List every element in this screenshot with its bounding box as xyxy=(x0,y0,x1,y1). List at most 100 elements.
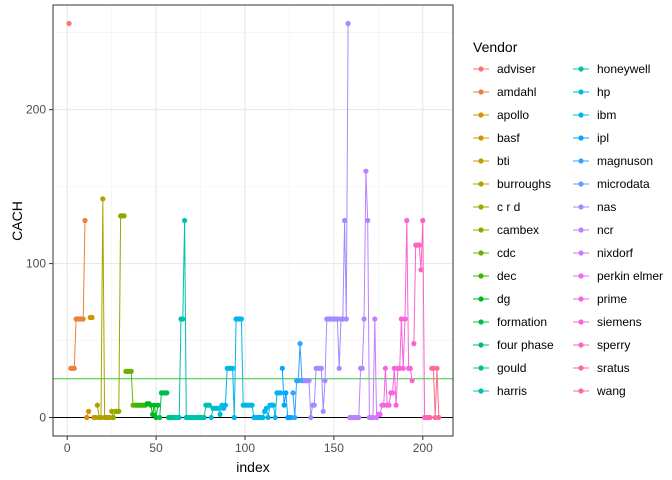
legend-key-point xyxy=(578,273,584,279)
data-point xyxy=(320,408,326,414)
series-siemens xyxy=(390,217,415,408)
y-tick-label: 200 xyxy=(26,103,46,117)
legend-label: adviser xyxy=(497,62,536,76)
data-point xyxy=(386,402,392,408)
data-point xyxy=(372,316,378,322)
legend-key-point xyxy=(478,388,484,394)
legend-item-sperry: sperry xyxy=(573,338,630,352)
legend-key-point xyxy=(578,135,584,141)
series-c-r-d xyxy=(109,408,118,421)
legend-key-point xyxy=(578,296,584,302)
data-point xyxy=(265,414,271,421)
legend-key-point xyxy=(478,181,484,187)
legend-label: magnuson xyxy=(597,154,653,168)
data-point xyxy=(150,411,156,417)
data-point xyxy=(164,390,170,396)
data-point xyxy=(272,414,278,421)
data-point xyxy=(356,414,362,421)
data-point xyxy=(400,365,406,371)
data-point xyxy=(336,365,342,371)
legend-label: apollo xyxy=(497,108,529,122)
data-point xyxy=(153,414,159,421)
data-point xyxy=(334,316,340,322)
legend-item-dg: dg xyxy=(473,292,510,306)
data-point xyxy=(86,408,92,414)
plot-panel-border xyxy=(52,4,454,437)
data-point xyxy=(363,168,369,174)
legend-key-point xyxy=(478,89,484,95)
series-hp xyxy=(208,402,225,421)
legend-key-point xyxy=(478,296,484,302)
legend-label: wang xyxy=(596,384,626,398)
data-point xyxy=(110,414,116,421)
series-sratus xyxy=(427,414,433,421)
series-apollo xyxy=(84,408,92,421)
data-point xyxy=(343,316,349,322)
data-point xyxy=(290,390,296,396)
data-point xyxy=(278,390,284,396)
legend-item-burroughs: burroughs xyxy=(473,177,551,191)
legend-item-amdahl: amdahl xyxy=(473,85,536,99)
legend-label: burroughs xyxy=(497,177,551,191)
legend-key-point xyxy=(478,66,484,72)
series-ibm xyxy=(221,316,284,421)
data-point xyxy=(157,414,163,421)
legend-key-point xyxy=(578,112,584,118)
x-axis-title: index xyxy=(236,459,269,475)
legend-item-perkin-elmer: perkin elmer xyxy=(573,269,663,283)
series-wang xyxy=(429,365,442,421)
series-cambex xyxy=(114,213,127,414)
legend-label: perkin elmer xyxy=(597,269,663,283)
legend-label: ncr xyxy=(597,223,614,237)
data-point xyxy=(281,402,287,408)
data-point xyxy=(402,316,408,322)
legend-label: nixdorf xyxy=(597,246,634,260)
data-point xyxy=(306,378,312,384)
legend-item-microdata: microdata xyxy=(573,177,650,191)
legend-label: dg xyxy=(497,292,510,306)
legend-item-four-phase: four phase xyxy=(473,338,554,352)
legend-key-point xyxy=(578,388,584,394)
legend-item-sratus: sratus xyxy=(573,361,630,375)
legend-key-point xyxy=(578,181,584,187)
legend-item-formation: formation xyxy=(473,315,547,329)
legend-key-point xyxy=(478,365,484,371)
data-point xyxy=(390,390,396,396)
x-tick-label: 200 xyxy=(413,441,433,455)
legend-label: gould xyxy=(497,361,526,375)
data-point xyxy=(427,414,433,421)
legend-title: Vendor xyxy=(473,39,518,55)
data-point xyxy=(231,414,237,421)
legend-label: ipl xyxy=(597,131,609,145)
legend-item-magnuson: magnuson xyxy=(573,154,653,168)
x-tick-label: 100 xyxy=(235,441,255,455)
legend-label: harris xyxy=(497,384,527,398)
legend-item-honeywell: honeywell xyxy=(573,62,650,76)
legend-label: basf xyxy=(497,131,520,145)
data-point xyxy=(398,316,404,322)
series-nas xyxy=(302,20,351,421)
data-point xyxy=(404,217,410,224)
legend-label: dec xyxy=(497,269,516,283)
data-point xyxy=(94,402,100,408)
series-basf xyxy=(87,314,95,321)
series-amdahl xyxy=(68,217,88,371)
y-tick-label: 0 xyxy=(39,411,46,425)
x-tick-label: 50 xyxy=(149,441,163,455)
legend-item-c-r-d: c r d xyxy=(473,200,520,214)
series-formation xyxy=(157,390,170,421)
legend-label: ibm xyxy=(597,108,616,122)
legend-key-point xyxy=(578,342,584,348)
data-point xyxy=(318,365,324,371)
data-point xyxy=(382,365,388,371)
series-magnuson xyxy=(290,341,305,421)
data-point xyxy=(230,365,236,371)
legend-key-point xyxy=(578,158,584,164)
legend: Vendor adviser amdahl apollo basf bti burroug… xyxy=(473,39,663,398)
legend-key-point xyxy=(478,158,484,164)
data-point xyxy=(217,411,223,417)
data-point xyxy=(292,414,298,421)
legend-key-point xyxy=(578,250,584,256)
legend-label: prime xyxy=(597,292,627,306)
legend-item-hp: hp xyxy=(573,85,611,99)
